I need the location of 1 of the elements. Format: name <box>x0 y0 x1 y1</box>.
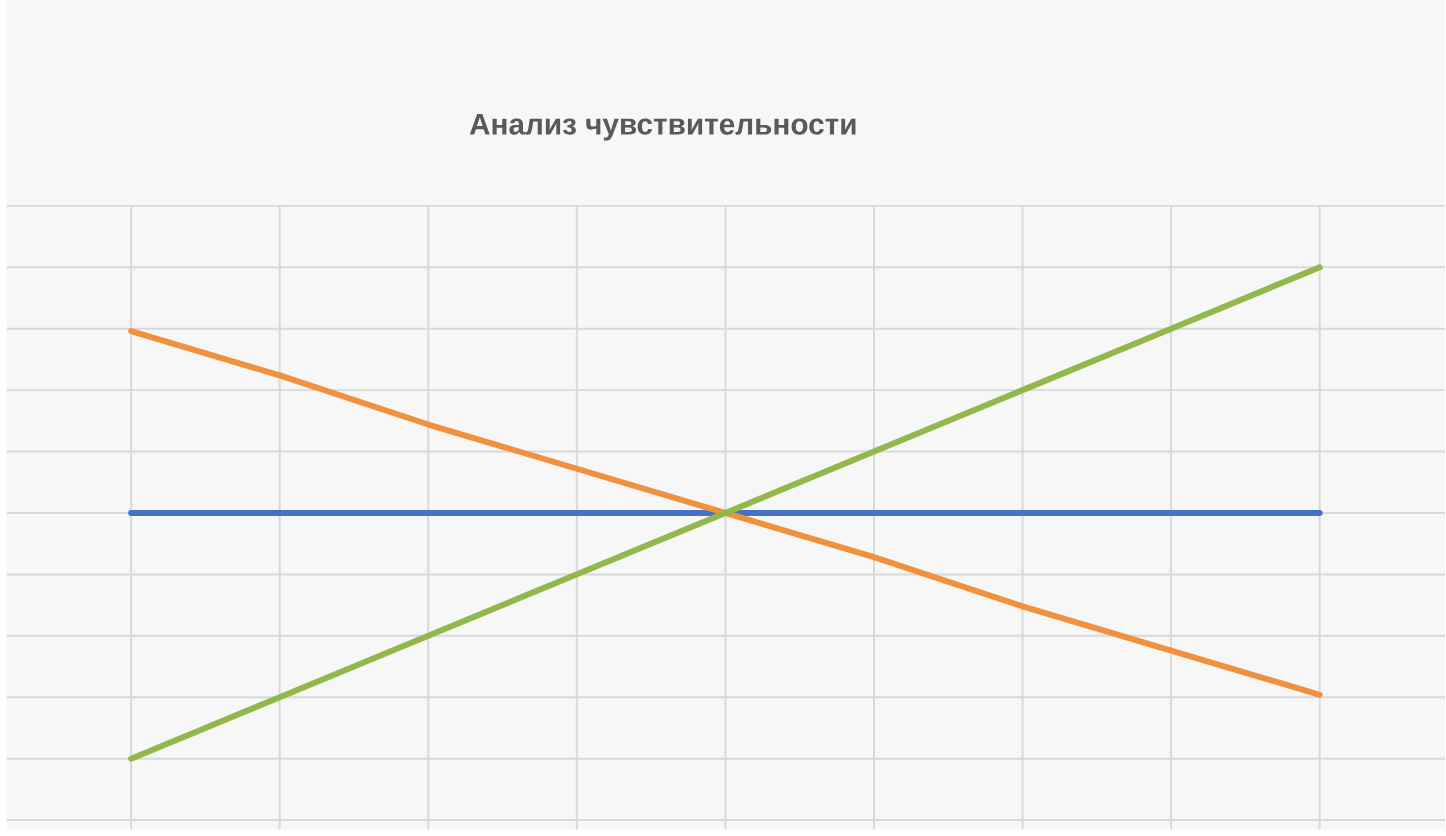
chart-title: Анализ чувствительности <box>469 113 856 141</box>
